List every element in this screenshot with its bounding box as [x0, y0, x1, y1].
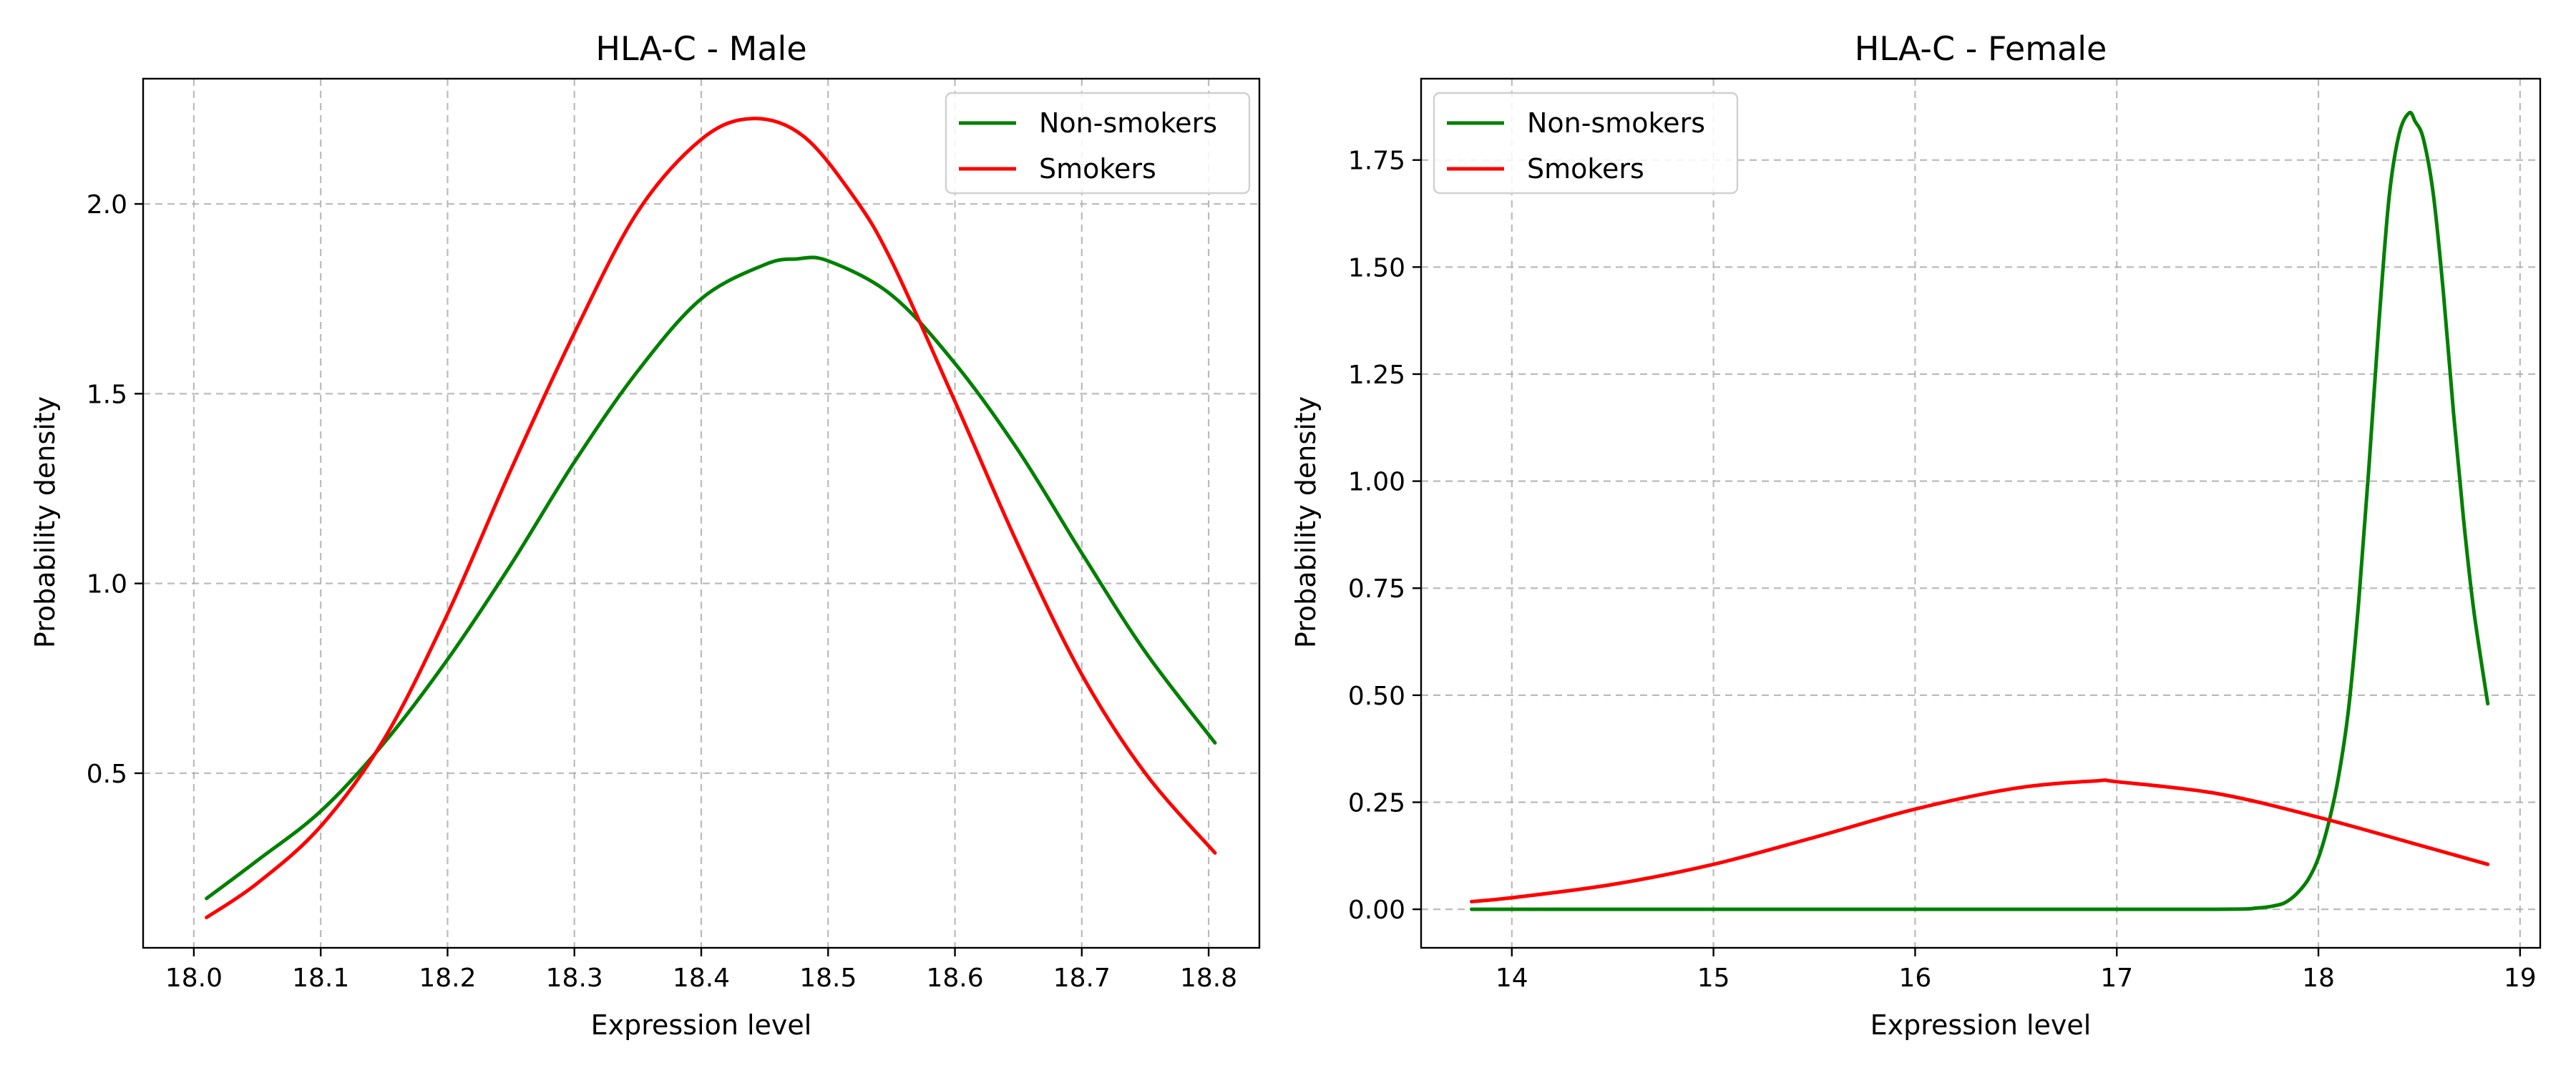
x-axis-ticks: 14 15 16 17 18 19: [1496, 948, 2537, 993]
y-tick-label: 0.5: [87, 760, 127, 789]
x-tick-label: 18.0: [165, 964, 223, 993]
series-line-smokers: [205, 117, 1217, 920]
series-group: [205, 117, 1217, 920]
axes-frame: [1420, 77, 2542, 949]
y-tick-label: 0.50: [1348, 682, 1405, 711]
y-tick-label: 1.25: [1348, 361, 1405, 390]
legend: Non-smokers Smokers: [1433, 92, 1739, 195]
y-tick-label: 1.5: [87, 380, 127, 409]
x-tick-label: 18.6: [926, 964, 983, 993]
x-tick-label: 17: [2100, 964, 2133, 993]
y-tick-label: 1.50: [1348, 253, 1405, 283]
chart-title: HLA-C - Female: [1855, 29, 2107, 68]
x-tick-label: 18.8: [1180, 964, 1237, 993]
y-tick-label: 2.0: [87, 190, 127, 220]
chart-panel-male: 18.0 18.1 18.2 18.3 18.4 18.5 18.6 18.7 18.8 0.5 1…: [29, 29, 1261, 1041]
chart-panel-female: 14 15 16 17 18 19 0.00 0.25 0.50 0.75 1.00 1.25 1.50…: [1290, 29, 2542, 1041]
y-axis-ticks: 0.5 1.0 1.5 2.0: [87, 190, 143, 789]
y-tick-label: 1.0: [87, 570, 127, 599]
chart-title: HLA-C - Male: [595, 29, 806, 68]
x-axis-label: Expression level: [1870, 1009, 2092, 1041]
legend-box: [1433, 92, 1739, 195]
x-tick-label: 18.2: [419, 964, 476, 993]
y-axis-ticks: 0.00 0.25 0.50 0.75 1.00 1.25 1.50 1.75: [1348, 147, 1421, 925]
series-line-non-smokers: [205, 255, 1217, 901]
y-axis-label: Probability density: [29, 396, 61, 648]
legend-label: Non-smokers: [1527, 107, 1705, 139]
x-tick-label: 18: [2302, 964, 2335, 993]
x-tick-label: 18.4: [673, 964, 730, 993]
x-tick-label: 14: [1496, 964, 1528, 993]
x-tick-label: 18.1: [292, 964, 349, 993]
series-line-non-smokers: [1470, 110, 2490, 911]
grid: [143, 79, 1259, 948]
x-tick-label: 16: [1899, 964, 1932, 993]
legend: Non-smokers Smokers: [945, 92, 1251, 195]
legend-label: Non-smokers: [1039, 107, 1217, 139]
x-axis-label: Expression level: [591, 1009, 812, 1041]
x-tick-label: 19: [2504, 964, 2537, 993]
y-tick-label: 0.00: [1348, 896, 1405, 925]
x-tick-label: 18.3: [546, 964, 603, 993]
x-axis-ticks: 18.0 18.1 18.2 18.3 18.4 18.5 18.6 18.7 18.8: [165, 948, 1237, 993]
series-group: [1470, 110, 2490, 911]
legend-label: Smokers: [1039, 153, 1156, 185]
x-tick-label: 18.5: [799, 964, 857, 993]
y-axis-label: Probability density: [1290, 396, 1322, 648]
series-line-smokers: [1470, 778, 2490, 903]
legend-label: Smokers: [1527, 153, 1644, 185]
y-tick-label: 1.00: [1348, 468, 1405, 497]
legend-box: [945, 92, 1251, 195]
x-tick-label: 15: [1697, 964, 1730, 993]
y-tick-label: 0.25: [1348, 789, 1405, 818]
y-tick-label: 0.75: [1348, 574, 1405, 604]
x-tick-label: 18.7: [1053, 964, 1111, 993]
y-tick-label: 1.75: [1348, 147, 1405, 176]
